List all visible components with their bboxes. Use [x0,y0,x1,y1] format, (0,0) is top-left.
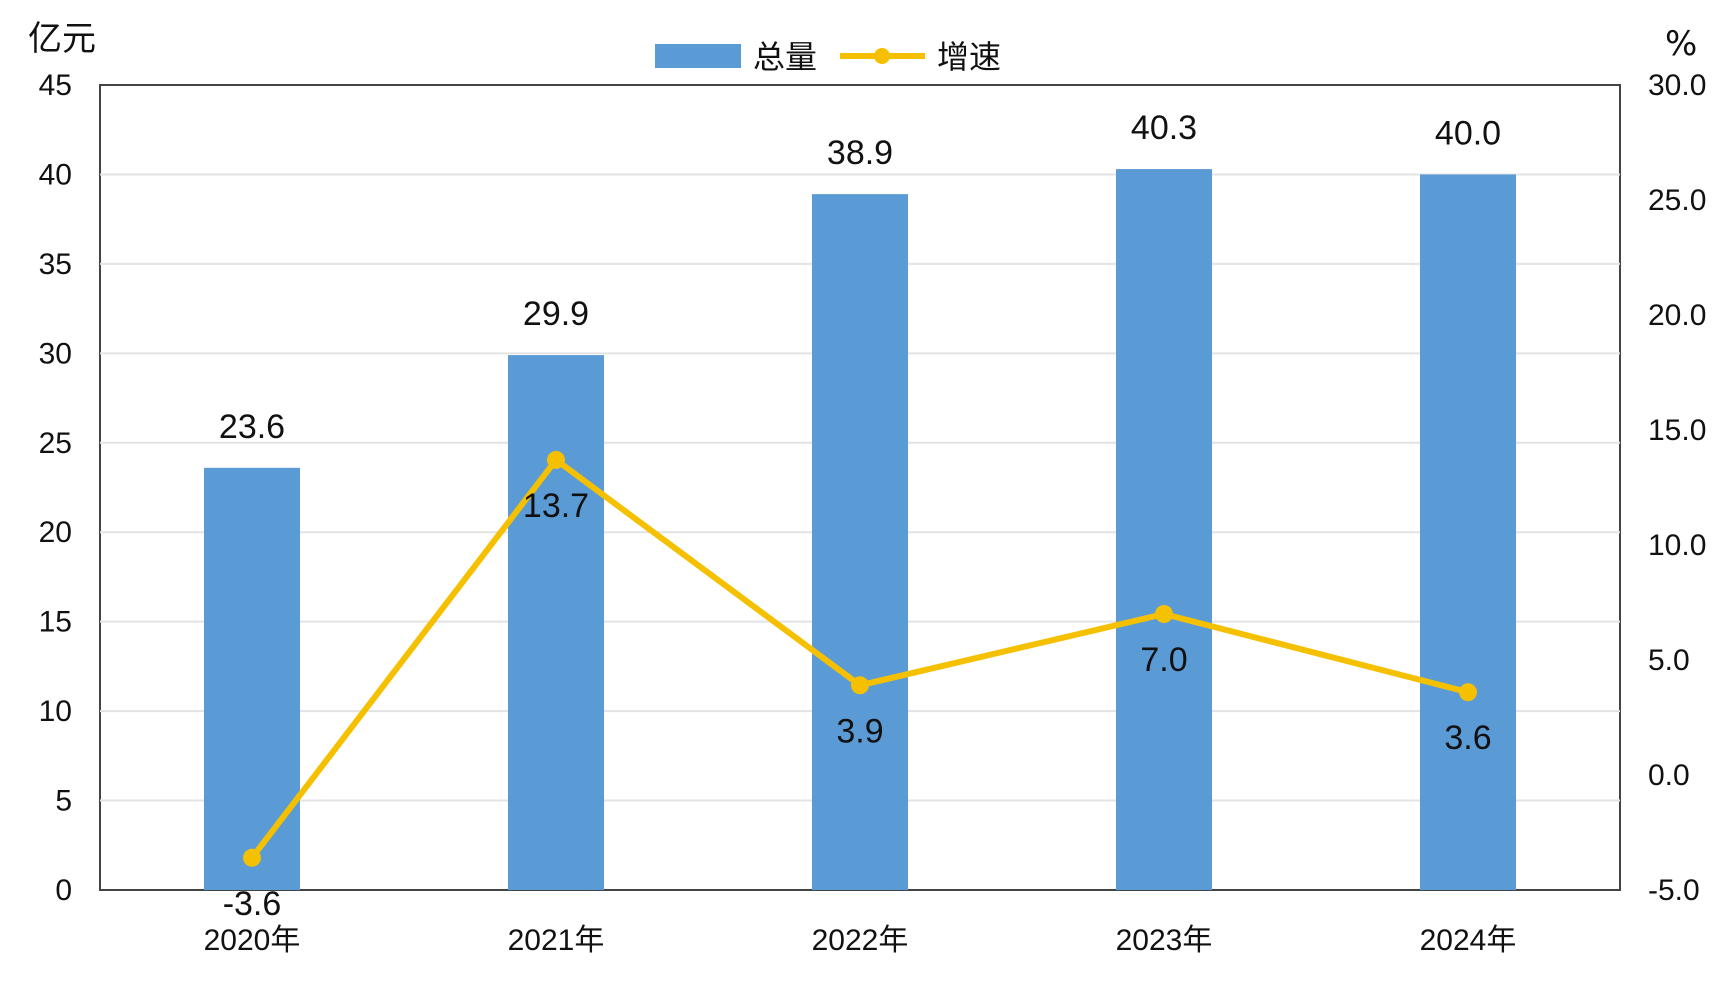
line-value-label: 3.6 [1444,719,1491,757]
legend-bar-label: 总量 [753,38,817,76]
right-tick-label: 30.0 [1648,69,1706,102]
axes: 0 5 10 15 20 25 30 35 40 45 -5.0 0.0 5.0 10.0 15.0 20.0… [39,69,1707,957]
bar [1116,169,1212,891]
category-label: 2021年 [508,924,605,957]
legend-line-label: 增速 [937,38,1001,76]
legend-line-marker [874,48,890,64]
bar-value-label: 40.0 [1435,114,1501,152]
bar [812,194,908,891]
left-tick-label: 10 [39,695,72,728]
right-tick-label: 25.0 [1648,184,1706,217]
category-label: 2024年 [1420,924,1517,957]
bar [204,467,300,890]
category-label: 2022年 [812,924,909,957]
legend: 总量 增速 [655,38,1001,76]
line-value-label: 7.0 [1140,641,1187,679]
right-tick-label: 20.0 [1648,299,1706,332]
line-series [243,450,1477,867]
left-tick-label: 15 [39,606,72,639]
line-value-label: -3.6 [223,885,282,923]
line-point [1459,683,1477,702]
line-value-label: 3.9 [836,712,883,750]
line-point [243,848,261,867]
right-tick-label: 15.0 [1648,414,1706,447]
category-label: 2020年 [204,924,301,957]
left-tick-label: 20 [39,516,72,549]
gridlines [100,173,1620,802]
bar-series [204,169,1516,891]
left-tick-label: 40 [39,158,72,191]
left-tick-label: 45 [39,69,72,102]
right-axis-unit: % [1665,24,1697,64]
left-tick-label: 0 [55,874,72,907]
line-point [1155,605,1173,623]
legend-bar-swatch [655,44,741,68]
bar-value-label: 38.9 [827,134,893,172]
line-value-label: 13.7 [523,487,589,525]
left-axis-unit: 亿元 [28,19,96,59]
right-tick-label: 0.0 [1648,759,1690,792]
left-tick-label: 25 [39,427,72,460]
right-tick-label: 10.0 [1648,529,1706,562]
left-tick-label: 35 [39,248,72,281]
bar-value-label: 40.3 [1131,109,1197,147]
left-tick-label: 30 [39,337,72,370]
line-point [851,676,869,695]
right-tick-label: 5.0 [1648,644,1690,677]
left-tick-label: 5 [55,785,72,818]
right-tick-label: -5.0 [1648,874,1700,907]
data-labels: 23.6 29.9 38.9 40.3 40.0 -3.6 13.7 3.9 7.0 3.6 [219,109,1501,923]
line-point [547,450,565,469]
bar [508,355,604,891]
category-label: 2023年 [1116,924,1213,957]
bar [1420,174,1516,890]
bar-value-label: 23.6 [219,408,285,446]
bar-value-label: 29.9 [523,295,589,333]
